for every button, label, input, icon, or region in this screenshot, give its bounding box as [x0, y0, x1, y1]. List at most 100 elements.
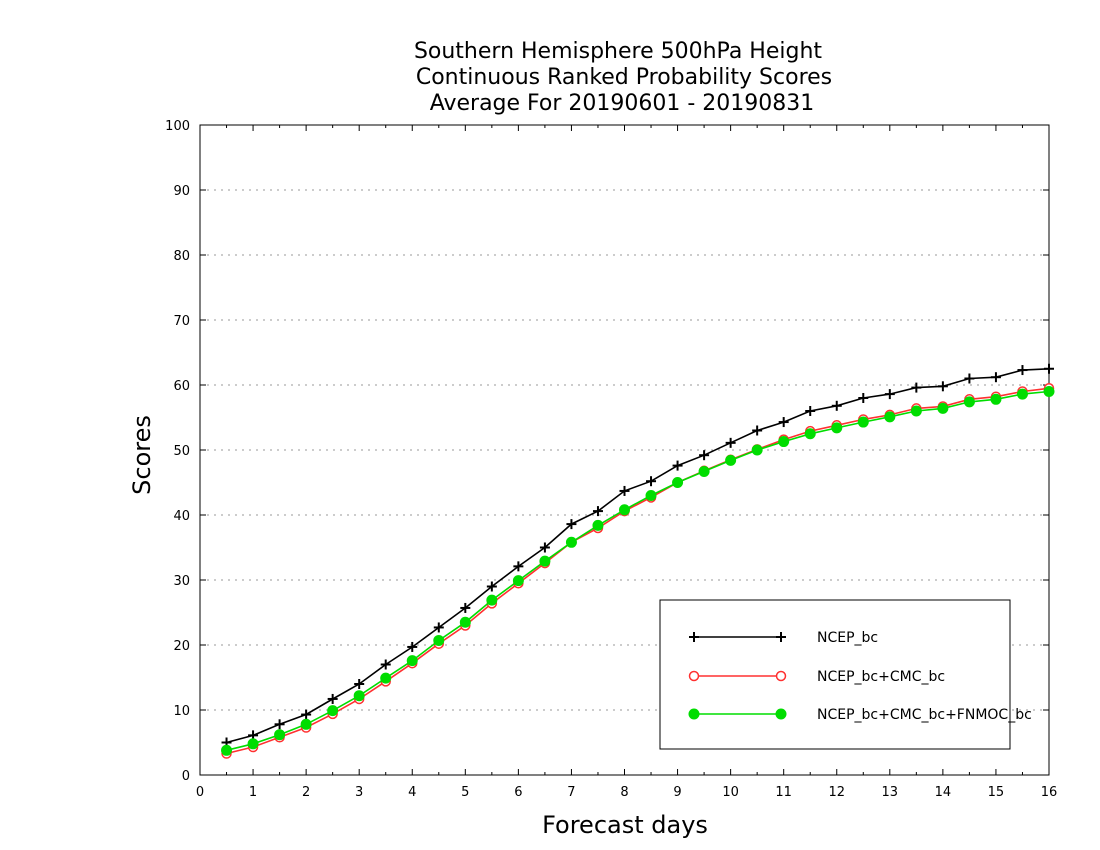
series-2-point [990, 393, 1002, 405]
series-2-point [486, 594, 498, 606]
series-2-point [512, 575, 524, 587]
series-0-point [380, 659, 391, 670]
series-2-point [433, 634, 445, 646]
x-tick-label-1: 1 [249, 785, 257, 800]
x-axis: 0 1 2 3 4 5 6 7 8 9 10 11 12 13 14 15 16 [196, 125, 1057, 800]
series-0-point [831, 400, 842, 411]
series-2-point [353, 690, 365, 702]
series-0-point [460, 602, 471, 613]
series-2-point [406, 655, 418, 667]
title-line-3: Average For 20190601 - 20190831 [430, 91, 815, 116]
legend-label-1: NCEP_bc+CMC_bc [817, 669, 945, 685]
y-tick-label-10: 10 [173, 704, 190, 719]
x-tick-label-15: 15 [988, 785, 1005, 800]
x-tick-label-14: 14 [935, 785, 952, 800]
x-tick-label-10: 10 [722, 785, 739, 800]
series-0-point [539, 542, 550, 553]
legend-marker-start-2 [688, 708, 700, 720]
series-2-point [804, 428, 816, 440]
legend: NCEP_bc NCEP_bc+CMC_bc NCEP_bc+CMC_bc+FNMO… [659, 599, 1032, 750]
x-tick-label-8: 8 [620, 785, 628, 800]
x-tick-label-11: 11 [775, 785, 792, 800]
series-0-point [778, 417, 789, 428]
y-tick-label-0: 0 [182, 769, 190, 784]
x-tick-label-0: 0 [196, 785, 204, 800]
series-2-point [565, 536, 577, 548]
legend-marker-end-0 [776, 632, 786, 642]
x-tick-label-12: 12 [828, 785, 845, 800]
series-0-point [566, 519, 577, 530]
y-tick-label-80: 80 [173, 249, 190, 264]
series-2-point [592, 519, 604, 531]
series-0-point [725, 437, 736, 448]
series-2-point [247, 738, 259, 750]
series-0-point [858, 393, 869, 403]
series-0-point [486, 581, 497, 592]
legend-marker-end-1 [775, 670, 787, 682]
title-line-1: Southern Hemisphere 500hPa Height [414, 39, 822, 64]
series-0-point [274, 719, 285, 730]
series-0-point [964, 373, 975, 384]
legend-box [659, 599, 1011, 750]
series-2 [221, 386, 1055, 756]
series-2-point [778, 436, 790, 448]
series-0-point [433, 622, 444, 633]
series-2-point [937, 402, 949, 414]
title-line-2: Continuous Ranked Probability Scores [416, 65, 832, 90]
series-2-point [1016, 388, 1028, 400]
y-axis-title: Scores [128, 415, 156, 495]
x-tick-label-3: 3 [355, 785, 363, 800]
series-2-point [380, 672, 392, 684]
y-tick-label-30: 30 [173, 574, 190, 589]
series-0-point [752, 425, 763, 436]
series-line-0 [226, 368, 1050, 744]
x-tick-label-16: 16 [1041, 785, 1058, 800]
y-tick-label-70: 70 [173, 314, 190, 329]
series-2-point [857, 416, 869, 428]
series-2-point [698, 465, 710, 477]
series-2-point [300, 718, 312, 730]
series-0-point [699, 450, 710, 461]
series-2-point [327, 705, 339, 717]
series-2-point [645, 490, 657, 501]
series-0-point [513, 561, 524, 572]
series-0-point [301, 709, 312, 720]
x-tick-label-5: 5 [461, 785, 469, 800]
legend-marker-start-0 [689, 632, 699, 642]
x-tick-label-9: 9 [673, 785, 681, 800]
chart-title: Southern Hemisphere 500hPa Height Contin… [414, 39, 832, 116]
series-2-point [619, 504, 630, 516]
y-tick-label-100: 100 [165, 119, 190, 134]
series-0 [221, 363, 1054, 748]
x-axis-title: Forecast days [542, 811, 708, 839]
series-0-point [354, 679, 365, 689]
x-tick-label-6: 6 [514, 785, 522, 800]
series-0-point [884, 389, 895, 400]
x-tick-label-2: 2 [302, 785, 310, 800]
series-0-point [1017, 365, 1028, 376]
series-0-point [407, 641, 418, 652]
series-0-point [1044, 363, 1054, 374]
series-0-point [592, 506, 603, 517]
legend-marker-end-2 [775, 708, 787, 720]
series-0-point [937, 381, 948, 392]
legend-label-0: NCEP_bc [817, 630, 878, 646]
series-0-point [911, 382, 922, 393]
series-2-point [884, 411, 896, 423]
series-2-point [725, 454, 737, 466]
legend-label-2: NCEP_bc+CMC_bc+FNMOC_bc [817, 707, 1032, 723]
series-2-point [1043, 386, 1055, 397]
y-axis: 0 10 20 30 40 50 60 70 80 90 100 [165, 119, 1049, 784]
y-tick-label-50: 50 [173, 444, 190, 459]
series-group [221, 363, 1055, 759]
legend-marker-start-1 [688, 670, 700, 682]
series-0-point [805, 406, 816, 416]
series-2-point [539, 555, 551, 567]
series-2-point [459, 616, 471, 628]
x-tick-label-7: 7 [567, 785, 575, 800]
series-0-point [327, 693, 338, 704]
series-0-point [619, 485, 630, 496]
series-0-point [646, 476, 657, 487]
series-2-point [910, 405, 922, 417]
